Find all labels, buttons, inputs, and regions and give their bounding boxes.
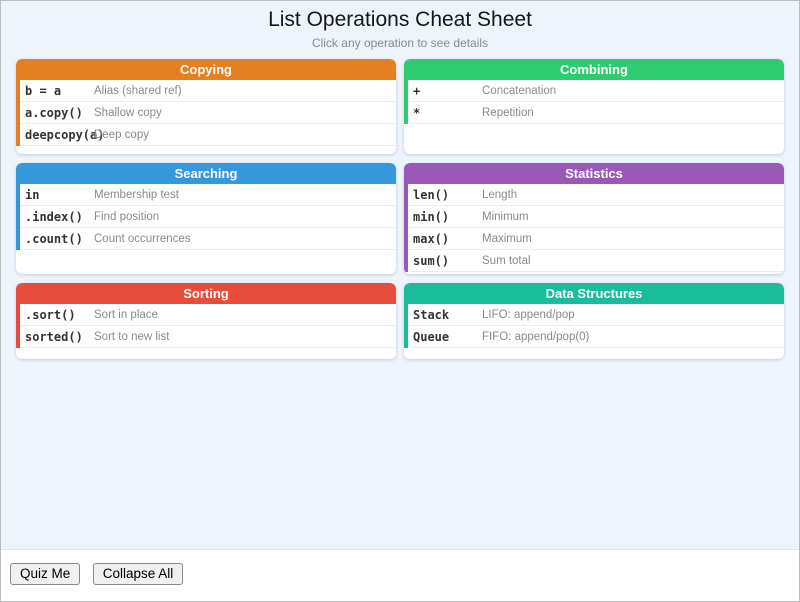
operation-code: .sort() xyxy=(25,308,76,322)
operation-code: b = a xyxy=(25,84,62,98)
operation-row[interactable]: b = a Alias (shared ref) xyxy=(20,80,396,102)
card-grid: Copying b = a Alias (shared ref) a.copy() S… xyxy=(16,59,784,359)
card-sorting: Sorting .sort() Sort in place sorted() Sort… xyxy=(16,283,396,359)
operation-description: Shallow copy xyxy=(94,107,162,119)
operation-code: Queue xyxy=(413,330,450,344)
operation-description: Alias (shared ref) xyxy=(94,85,182,97)
card-title: Sorting xyxy=(183,286,229,301)
operation-list: + Concatenation * Repetition xyxy=(404,80,784,124)
operation-row[interactable]: max() Maximum xyxy=(408,228,784,250)
operation-row[interactable]: sorted() Sort to new list xyxy=(20,326,396,348)
operation-description: Count occurrences xyxy=(94,233,191,245)
operation-list: in Membership test .index() Find position .c… xyxy=(16,184,396,250)
card-title: Copying xyxy=(180,62,232,77)
operation-row[interactable]: len() Length xyxy=(408,184,784,206)
operation-row[interactable]: deepcopy(a) Deep copy xyxy=(20,124,396,146)
operation-description: Find position xyxy=(94,211,160,223)
card-header-data-structures[interactable]: Data Structures xyxy=(404,283,784,304)
card-header-combining[interactable]: Combining xyxy=(404,59,784,80)
operation-description: Sort to new list xyxy=(94,331,170,343)
page-title: List Operations Cheat Sheet xyxy=(268,8,532,31)
operation-description: Minimum xyxy=(482,211,529,223)
operation-description: Deep copy xyxy=(94,129,149,141)
operation-row[interactable]: sum() Sum total xyxy=(408,250,784,272)
operation-code: * xyxy=(413,106,421,120)
operation-list: .sort() Sort in place sorted() Sort to new … xyxy=(16,304,396,348)
quiz-me-button[interactable]: Quiz Me xyxy=(10,563,81,585)
operation-code: min() xyxy=(413,210,450,224)
card-header-searching[interactable]: Searching xyxy=(16,163,396,184)
card-copying: Copying b = a Alias (shared ref) a.copy() S… xyxy=(16,59,396,154)
cheat-sheet-panel: List Operations Cheat Sheet Click any op… xyxy=(1,1,799,550)
card-title: Combining xyxy=(560,62,628,77)
card-title: Statistics xyxy=(565,166,623,181)
operation-description: Sort in place xyxy=(94,309,158,321)
operation-description: Membership test xyxy=(94,189,180,201)
operation-description: FIFO: append/pop(0) xyxy=(482,331,590,343)
operation-description: Concatenation xyxy=(482,85,557,97)
operation-row[interactable]: * Repetition xyxy=(408,102,784,124)
operation-row[interactable]: + Concatenation xyxy=(408,80,784,102)
operation-description: Repetition xyxy=(482,107,534,119)
operation-code: .index() xyxy=(25,210,83,224)
operation-code: in xyxy=(25,188,40,202)
card-statistics: Statistics len() Length min() Minimum max() M… xyxy=(404,163,784,274)
card-header-statistics[interactable]: Statistics xyxy=(404,163,784,184)
operation-row[interactable]: a.copy() Shallow copy xyxy=(20,102,396,124)
operation-code: a.copy() xyxy=(25,106,83,120)
collapse-all-button[interactable]: Collapse All xyxy=(92,563,184,585)
card-title: Data Structures xyxy=(545,286,643,301)
card-title: Searching xyxy=(174,166,238,181)
operation-list: b = a Alias (shared ref) a.copy() Shallow c… xyxy=(16,80,396,146)
page-subtitle: Click any operation to see details xyxy=(311,36,489,50)
operation-row[interactable]: in Membership test xyxy=(20,184,396,206)
card-searching: Searching in Membership test .index() Find … xyxy=(16,163,396,274)
operation-description: Maximum xyxy=(482,233,532,245)
operation-code: .count() xyxy=(25,232,83,246)
operation-code: sorted() xyxy=(25,330,83,344)
operation-row[interactable]: .count() Count occurrences xyxy=(20,228,396,250)
operation-code: Stack xyxy=(413,308,450,322)
operation-description: Length xyxy=(482,189,518,201)
footer-toolbar: Quiz Me Collapse All xyxy=(1,550,799,585)
card-combining: Combining + Concatenation * Repetition xyxy=(404,59,784,154)
operation-code: len() xyxy=(413,188,450,202)
operation-description: Sum total xyxy=(482,255,531,267)
card-data-structures: Data Structures Stack LIFO: append/pop Que… xyxy=(404,283,784,359)
operation-row[interactable]: .sort() Sort in place xyxy=(20,304,396,326)
operation-code: deepcopy(a) xyxy=(25,128,105,142)
card-header-copying[interactable]: Copying xyxy=(16,59,396,80)
operation-list: Stack LIFO: append/pop Queue FIFO: append/p… xyxy=(404,304,784,348)
card-header-sorting[interactable]: Sorting xyxy=(16,283,396,304)
operation-code: max() xyxy=(413,232,450,246)
operation-row[interactable]: min() Minimum xyxy=(408,206,784,228)
operation-row[interactable]: Queue FIFO: append/pop(0) xyxy=(408,326,784,348)
operation-code: + xyxy=(413,84,421,98)
operation-code: sum() xyxy=(413,254,450,268)
operation-row[interactable]: .index() Find position xyxy=(20,206,396,228)
operation-list: len() Length min() Minimum max() Maximum sum()… xyxy=(404,184,784,272)
operation-description: LIFO: append/pop xyxy=(482,309,575,321)
operation-row[interactable]: Stack LIFO: append/pop xyxy=(408,304,784,326)
